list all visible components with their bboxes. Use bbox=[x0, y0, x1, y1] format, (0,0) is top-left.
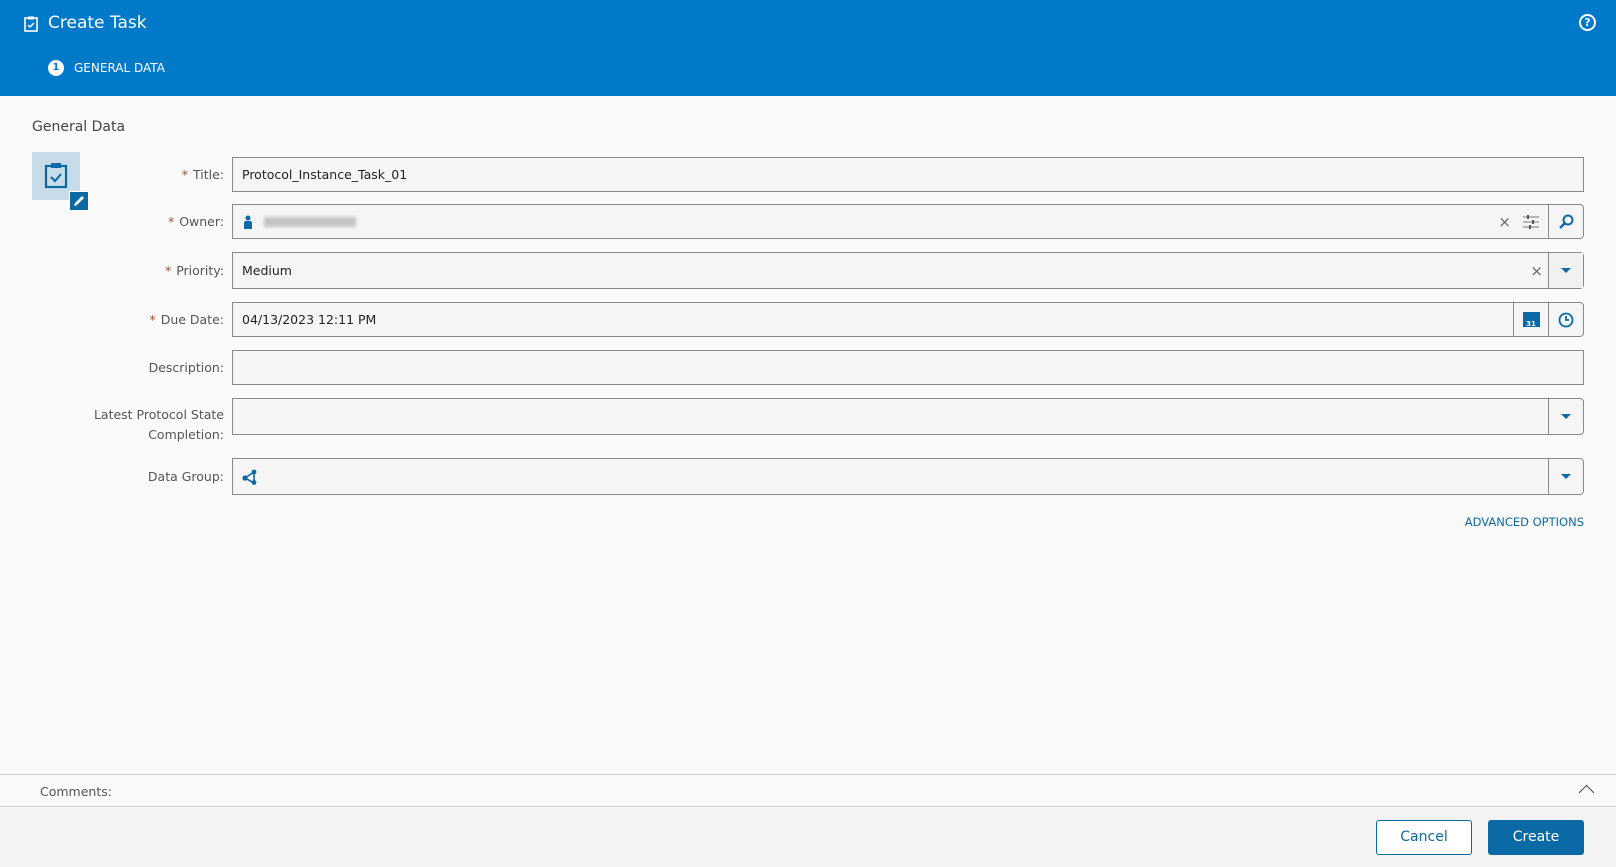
step-number: 1 bbox=[48, 60, 64, 76]
step-label: GENERAL DATA bbox=[74, 61, 165, 75]
latest-protocol-dropdown-button[interactable] bbox=[1548, 399, 1583, 434]
advanced-options-link[interactable]: ADVANCED OPTIONS bbox=[1464, 515, 1584, 529]
description-label: Description: bbox=[148, 360, 224, 375]
required-mark: * bbox=[181, 167, 188, 182]
calendar-button[interactable]: 31 bbox=[1513, 303, 1548, 336]
header: Create Task ? 1 GENERAL DATA bbox=[0, 0, 1616, 96]
owner-value-blurred bbox=[264, 216, 356, 227]
title-value: Protocol_Instance_Task_01 bbox=[242, 167, 408, 182]
comments-panel[interactable]: Comments: bbox=[0, 774, 1616, 807]
chevron-down-icon bbox=[1561, 268, 1571, 273]
required-mark: * bbox=[149, 312, 156, 327]
pencil-icon bbox=[74, 196, 84, 206]
owner-label: Owner: bbox=[179, 214, 224, 229]
chevron-down-icon bbox=[1561, 474, 1571, 479]
description-input[interactable] bbox=[232, 350, 1584, 385]
time-button[interactable] bbox=[1548, 303, 1583, 336]
clipboard-check-icon bbox=[44, 163, 68, 189]
task-icon bbox=[24, 16, 38, 32]
data-group-select[interactable] bbox=[232, 458, 1584, 495]
comments-label: Comments: bbox=[40, 784, 112, 799]
required-mark: * bbox=[167, 214, 175, 229]
required-mark: * bbox=[164, 263, 172, 278]
latest-protocol-select[interactable] bbox=[232, 398, 1584, 435]
due-date-label: Due Date: bbox=[160, 312, 224, 327]
share-network-icon bbox=[242, 469, 257, 485]
cancel-button[interactable]: Cancel bbox=[1376, 820, 1472, 855]
priority-label: Priority: bbox=[176, 263, 224, 278]
step-general-data[interactable]: 1 GENERAL DATA bbox=[48, 60, 165, 76]
title-input[interactable]: Protocol_Instance_Task_01 bbox=[232, 157, 1584, 192]
data-group-label: Data Group: bbox=[147, 469, 224, 484]
edit-avatar-button[interactable] bbox=[69, 191, 89, 211]
title-label: Title: bbox=[193, 167, 224, 182]
search-icon bbox=[1559, 214, 1574, 229]
chevron-up-icon[interactable] bbox=[1578, 784, 1595, 801]
priority-select[interactable]: Medium × bbox=[232, 252, 1584, 289]
clear-icon[interactable]: × bbox=[1498, 212, 1511, 231]
owner-input[interactable]: × bbox=[232, 204, 1584, 239]
dialog-title: Create Task bbox=[48, 13, 147, 33]
priority-dropdown-button[interactable] bbox=[1548, 253, 1583, 288]
clock-icon bbox=[1558, 312, 1574, 327]
priority-value: Medium bbox=[242, 263, 292, 278]
latest-protocol-label: Latest Protocol State Completion: bbox=[93, 407, 224, 442]
create-button[interactable]: Create bbox=[1488, 820, 1584, 855]
data-group-dropdown-button[interactable] bbox=[1548, 459, 1583, 494]
task-avatar bbox=[32, 152, 80, 200]
search-button[interactable] bbox=[1548, 205, 1583, 238]
calendar-icon: 31 bbox=[1522, 312, 1540, 328]
due-date-value: 04/13/2023 12:11 PM bbox=[242, 312, 377, 327]
footer: Cancel Create bbox=[0, 808, 1616, 867]
clear-icon[interactable]: × bbox=[1530, 261, 1543, 280]
person-icon bbox=[244, 215, 252, 229]
section-title: General Data bbox=[32, 119, 126, 135]
due-date-input[interactable]: 04/13/2023 12:11 PM 31 bbox=[232, 302, 1584, 337]
filter-settings-icon[interactable] bbox=[1523, 214, 1539, 229]
chevron-down-icon bbox=[1561, 414, 1571, 419]
help-icon[interactable]: ? bbox=[1579, 14, 1596, 31]
